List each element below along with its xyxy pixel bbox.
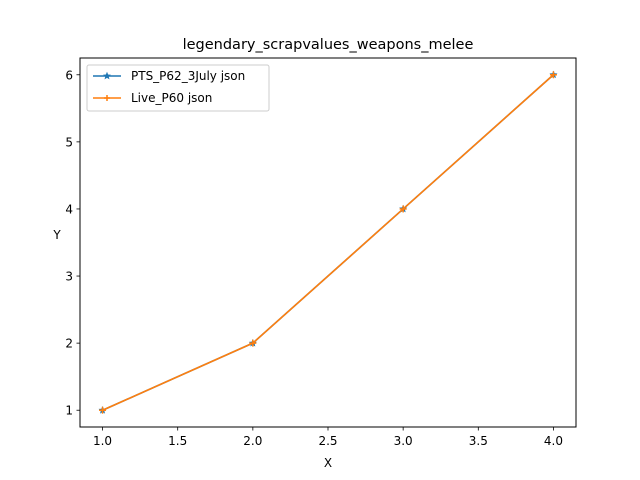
y-tick-label: 6 <box>65 68 73 82</box>
x-tick-label: 1.5 <box>168 434 187 448</box>
series-point-1 <box>399 205 407 213</box>
legend-label-live: Live_P60 json <box>131 91 212 105</box>
y-tick-label: 3 <box>65 270 73 284</box>
x-tick-label: 3.5 <box>469 434 488 448</box>
y-tick-label: 1 <box>65 404 73 418</box>
legend-box <box>86 64 270 112</box>
x-tick-label: 2.5 <box>318 434 337 448</box>
legend: PTS_P62_3July json Live_P60 json <box>86 64 270 112</box>
y-axis-label: Y <box>52 228 61 242</box>
x-axis: 1.0 1.5 2.0 2.5 3.0 3.5 4.0 <box>93 427 563 448</box>
x-tick-label: 3.0 <box>394 434 413 448</box>
x-tick-label: 2.0 <box>243 434 262 448</box>
y-tick-label: 5 <box>65 135 73 149</box>
chart-title: legendary_scrapvalues_weapons_melee <box>183 37 474 53</box>
y-axis: 1 2 3 4 5 6 <box>65 68 80 418</box>
series-layer <box>98 70 558 414</box>
x-tick-label: 1.0 <box>93 434 112 448</box>
y-tick-label: 4 <box>65 202 73 216</box>
series-point-1 <box>249 339 257 347</box>
y-tick-label: 2 <box>65 337 73 351</box>
series-point-1 <box>549 71 557 79</box>
legend-label-pts: PTS_P62_3July json <box>131 69 245 83</box>
series-point-1 <box>99 406 107 414</box>
legend-marker-pts <box>103 71 111 80</box>
x-tick-label: 4.0 <box>544 434 563 448</box>
series-line-1 <box>102 74 554 411</box>
x-axis-label: X <box>324 456 332 470</box>
